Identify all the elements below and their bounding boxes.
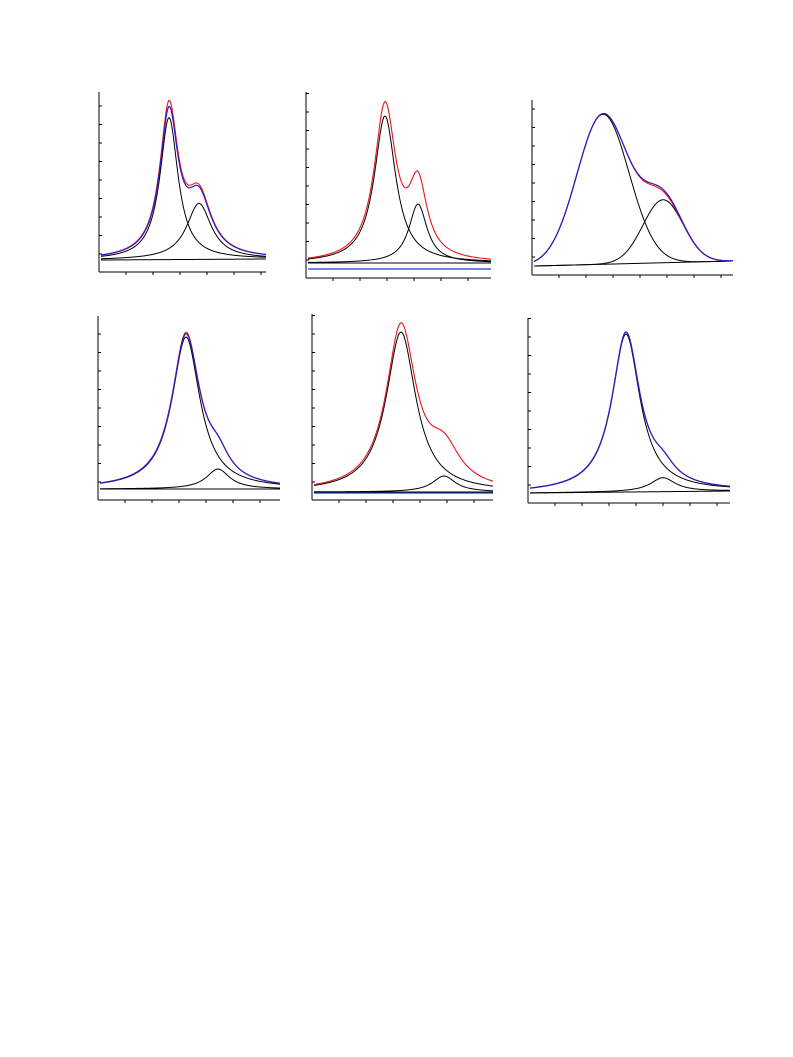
fit-curve <box>529 331 731 489</box>
measured-curve <box>529 331 731 489</box>
component-curve <box>313 331 494 487</box>
component-curve <box>100 468 281 490</box>
component-curve <box>99 336 281 485</box>
component-curve <box>307 115 492 262</box>
measured-curve <box>99 331 281 484</box>
fit-curve <box>533 112 733 263</box>
baseline-curve <box>100 258 267 261</box>
component-curve <box>529 333 731 489</box>
measured-curve <box>307 100 492 260</box>
component-curve <box>100 202 267 260</box>
fit-curve <box>99 333 281 484</box>
component-curve <box>529 477 731 494</box>
fit-curve <box>100 105 267 256</box>
component-curve <box>533 113 734 263</box>
component-curve <box>533 199 733 267</box>
component-curve <box>313 475 494 493</box>
component-curve <box>307 203 492 263</box>
measured-curve <box>313 322 494 486</box>
component-curve <box>100 116 267 258</box>
